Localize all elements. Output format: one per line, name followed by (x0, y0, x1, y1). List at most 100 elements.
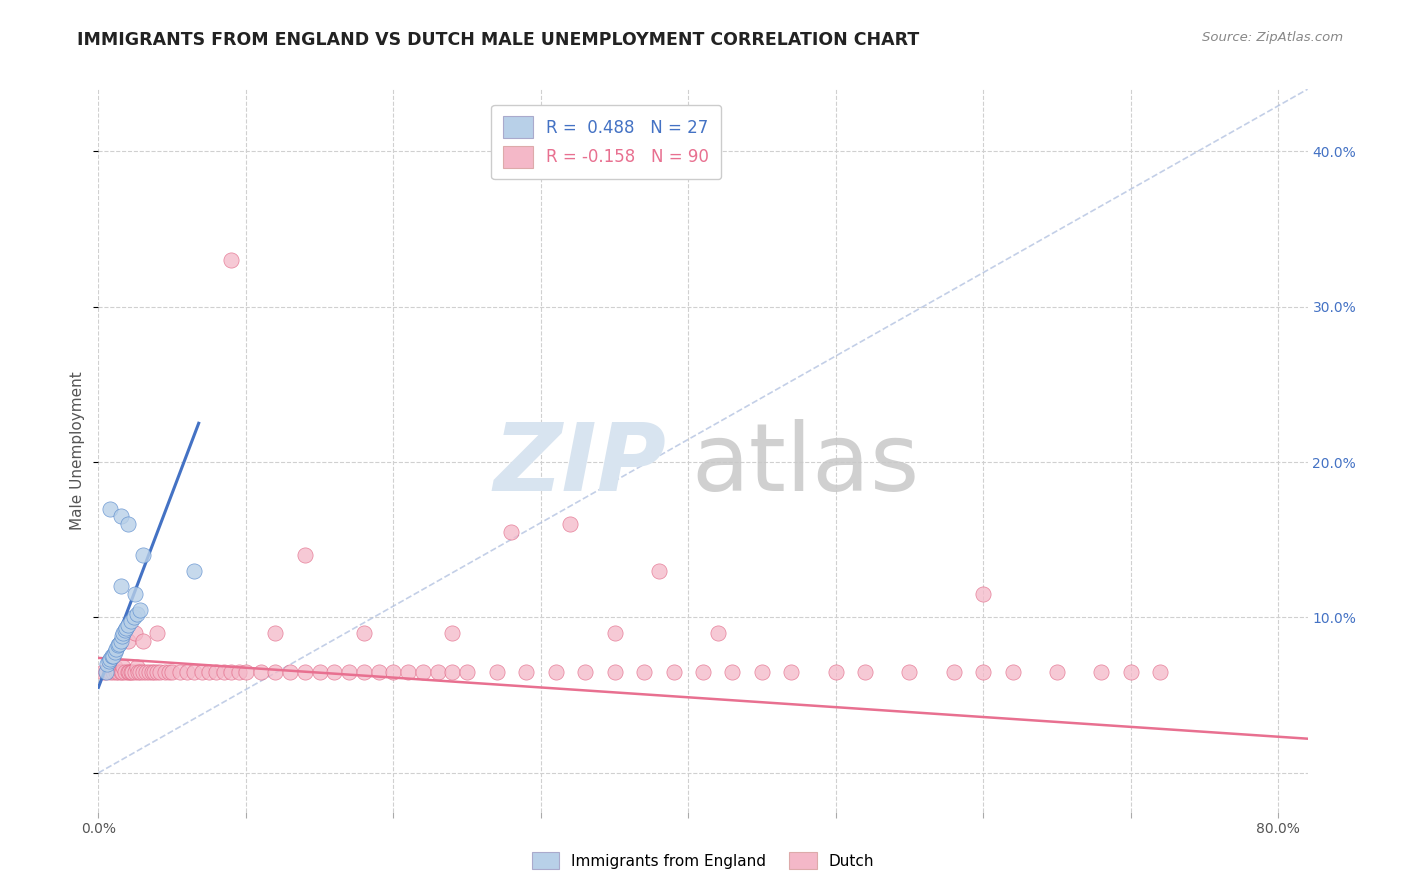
Point (367, 665, 389, 679)
Point (662, 665, 685, 679)
Point (149, 665, 172, 679)
Point (382, 665, 405, 679)
Point (501, 524, 523, 539)
Point (235, 665, 257, 679)
Point (125, 660, 148, 674)
Point (205, 665, 228, 679)
Point (104, 660, 127, 674)
Point (110, 579, 132, 593)
Point (456, 665, 478, 679)
Point (120, 665, 142, 679)
Point (141, 665, 163, 679)
Point (249, 665, 271, 679)
Point (104, 645, 127, 659)
Point (107, 665, 129, 679)
Point (128, 665, 150, 679)
Point (101, 665, 124, 679)
Point (105, 665, 128, 679)
Point (160, 665, 183, 679)
Point (648, 564, 671, 578)
Point (441, 665, 464, 679)
Point (153, 665, 176, 679)
Point (323, 665, 346, 679)
Point (603, 665, 626, 679)
Point (972, 665, 994, 679)
Text: ZIP: ZIP (494, 419, 666, 511)
Point (278, 665, 301, 679)
Point (111, 665, 134, 679)
Point (128, 603, 150, 617)
Point (412, 665, 434, 679)
Legend: R =  0.488   N = 27, R = -0.158   N = 90: R = 0.488 N = 27, R = -0.158 N = 90 (492, 104, 721, 179)
Point (441, 626, 464, 640)
Y-axis label: Male Unemployment: Male Unemployment (70, 371, 86, 530)
Point (264, 665, 287, 679)
Point (942, 665, 965, 679)
Point (633, 665, 655, 679)
Point (353, 665, 375, 679)
Point (426, 665, 449, 679)
Point (1046, 665, 1069, 679)
Point (117, 618, 139, 632)
Point (228, 665, 250, 679)
Point (124, 665, 146, 679)
Point (146, 665, 169, 679)
Point (183, 564, 205, 578)
Point (100, 649, 122, 664)
Point (706, 626, 728, 640)
Text: Source: ZipAtlas.com: Source: ZipAtlas.com (1202, 31, 1343, 45)
Point (824, 665, 846, 679)
Point (264, 626, 287, 640)
Point (603, 626, 626, 640)
Point (124, 626, 146, 640)
Point (110, 665, 132, 679)
Point (125, 607, 148, 622)
Point (96, 657, 118, 672)
Point (515, 665, 537, 679)
Point (98, 652, 121, 666)
Point (115, 621, 138, 635)
Point (198, 665, 221, 679)
Point (131, 549, 153, 563)
Text: atlas: atlas (690, 419, 920, 511)
Point (97, 654, 120, 668)
Point (112, 626, 135, 640)
Point (120, 614, 142, 628)
Point (308, 665, 330, 679)
Point (105, 641, 128, 656)
Point (112, 660, 135, 674)
Point (114, 665, 136, 679)
Point (110, 633, 132, 648)
Point (98, 665, 121, 679)
Point (780, 665, 803, 679)
Point (118, 665, 141, 679)
Point (117, 633, 139, 648)
Point (294, 665, 316, 679)
Point (131, 633, 153, 648)
Point (212, 665, 235, 679)
Point (107, 639, 129, 653)
Point (1001, 665, 1024, 679)
Point (219, 253, 242, 268)
Point (219, 665, 242, 679)
Point (294, 549, 316, 563)
Point (94, 665, 117, 679)
Point (122, 610, 145, 624)
Point (117, 517, 139, 532)
Point (544, 665, 567, 679)
Point (91, 665, 114, 679)
Point (485, 665, 508, 679)
Point (898, 665, 921, 679)
Point (135, 665, 157, 679)
Point (94, 665, 117, 679)
Point (1090, 665, 1112, 679)
Point (97, 660, 120, 674)
Point (396, 665, 419, 679)
Point (157, 665, 180, 679)
Point (146, 626, 169, 640)
Point (1149, 665, 1171, 679)
Point (972, 587, 994, 601)
Point (169, 665, 191, 679)
Point (751, 665, 773, 679)
Point (190, 665, 212, 679)
